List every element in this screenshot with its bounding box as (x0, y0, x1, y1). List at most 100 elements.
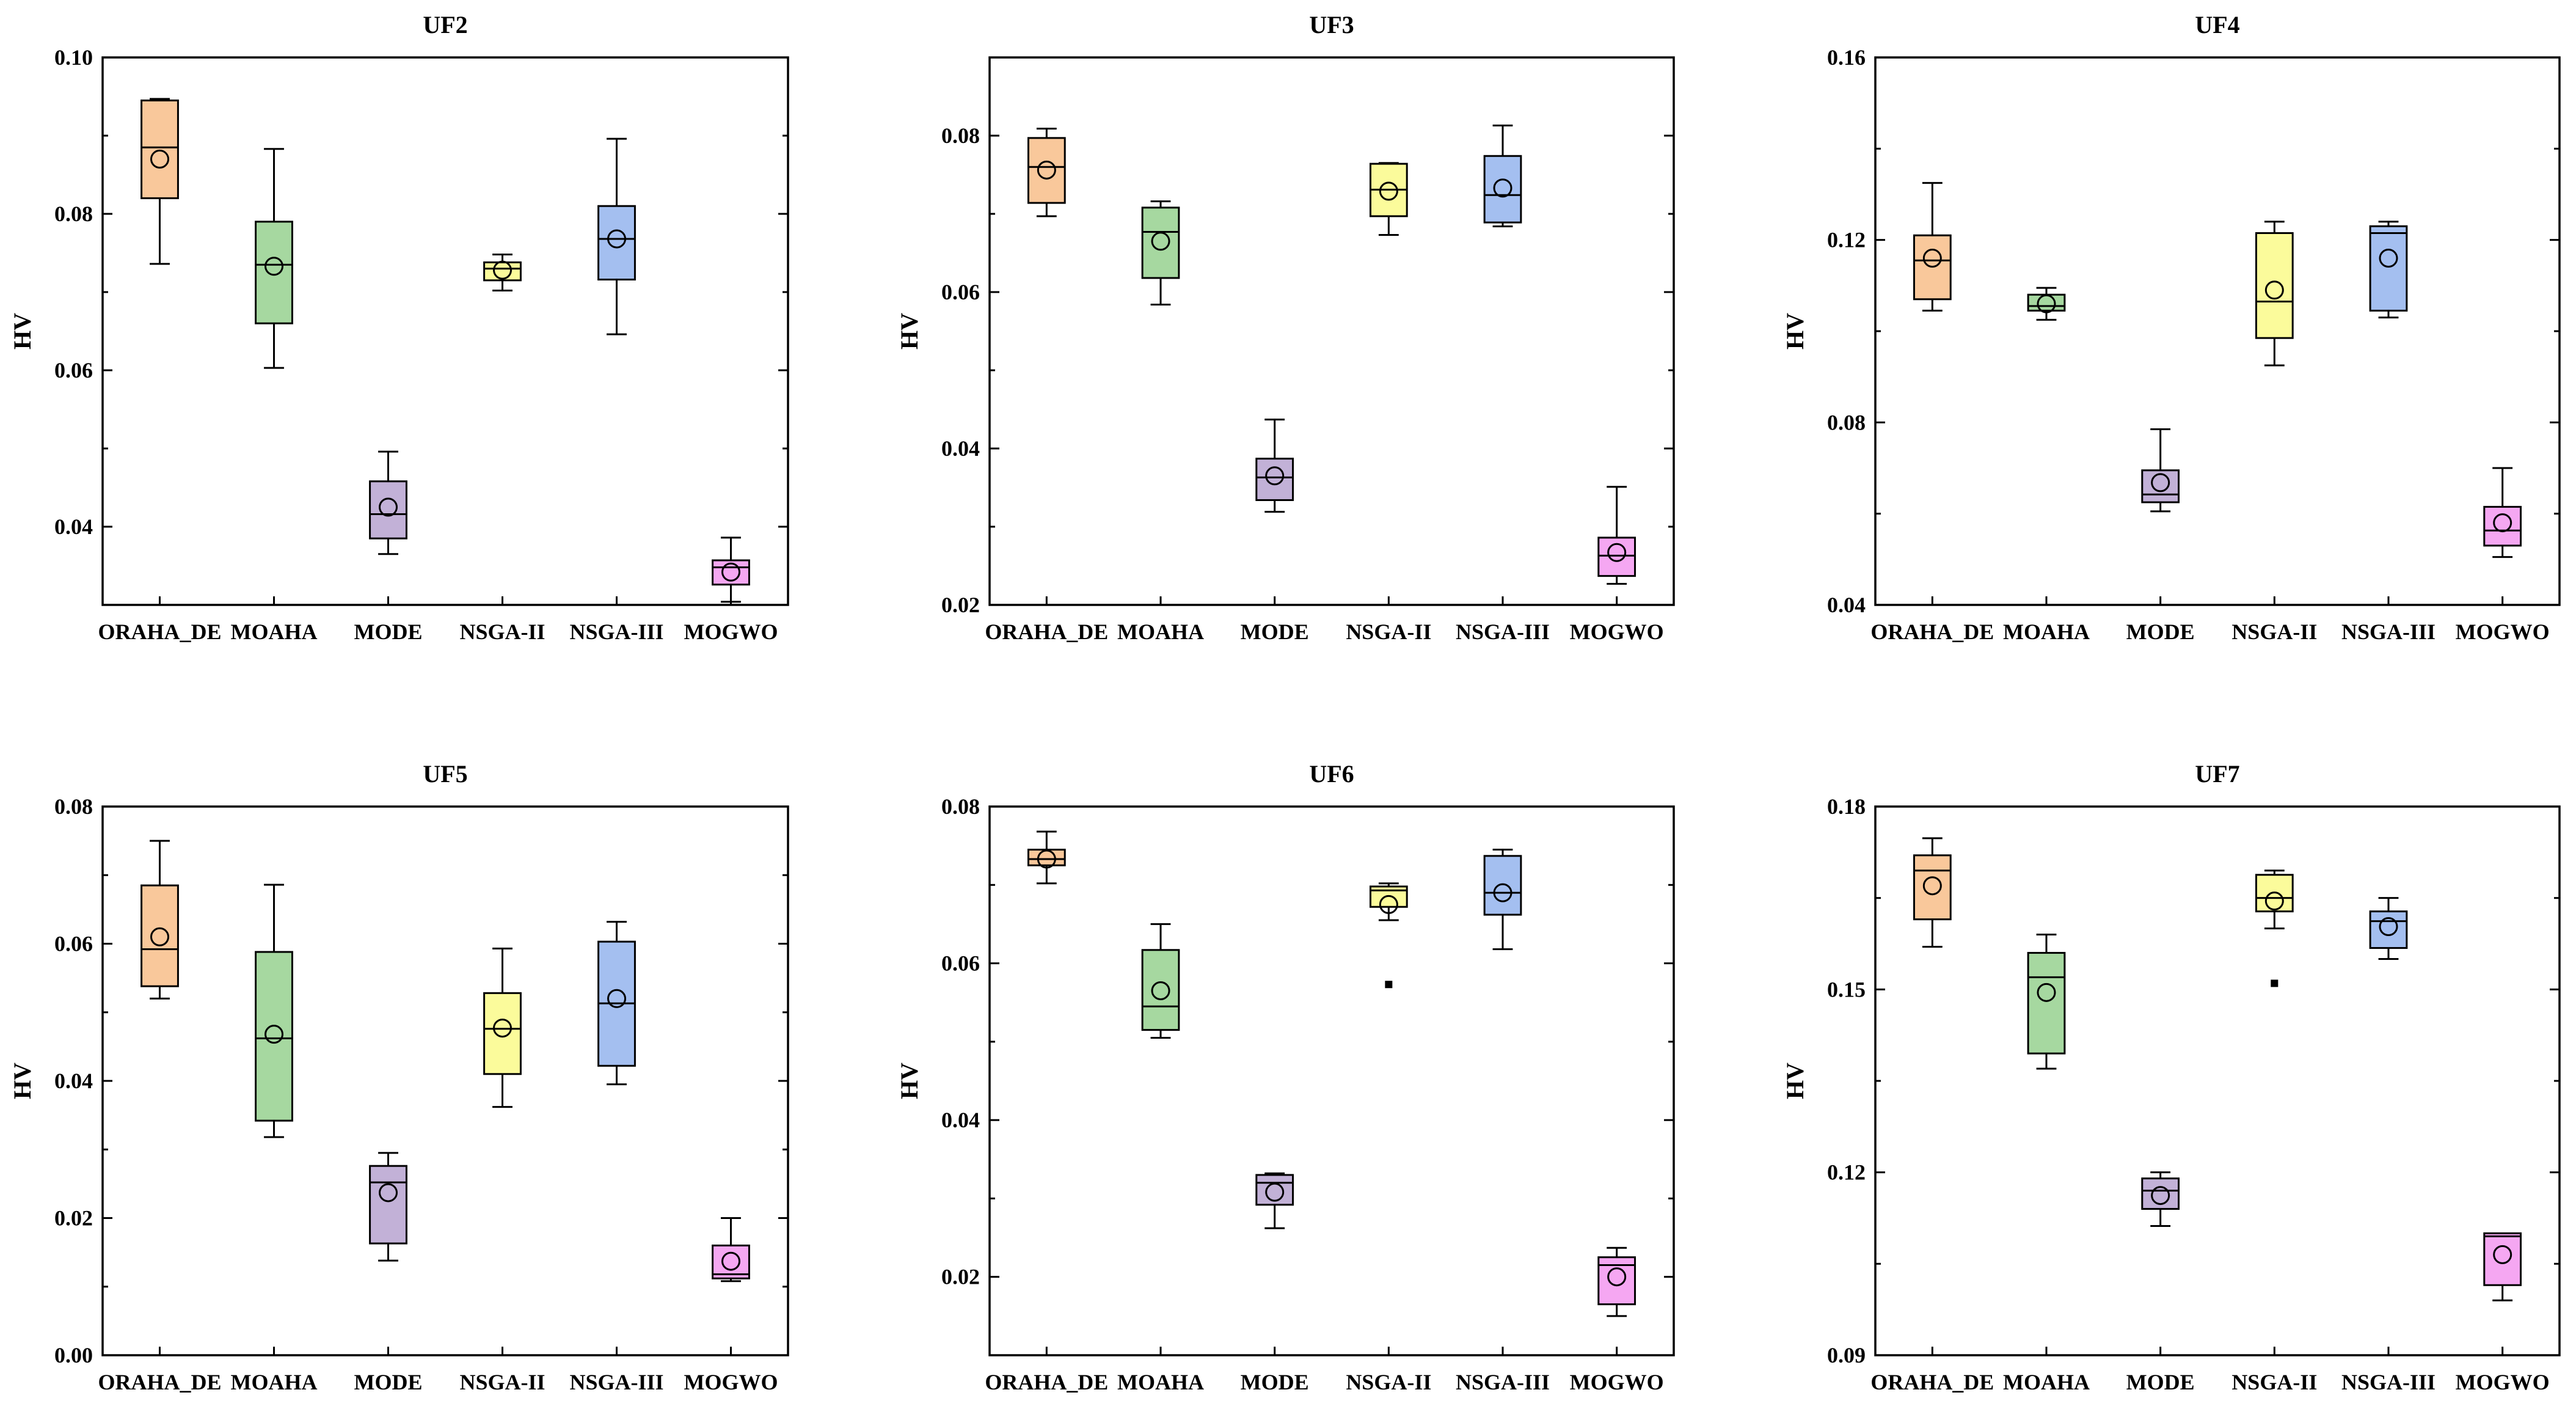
box-oraha_de (1913, 837, 1952, 948)
x-tick-label: MOGWO (1570, 620, 1664, 644)
iqr-box (1027, 137, 1066, 204)
mean-marker (265, 257, 283, 276)
iqr-box (597, 205, 636, 281)
mean-marker (2037, 983, 2056, 1002)
box-moaha (2027, 934, 2066, 1070)
box-nsga-ii (2255, 221, 2294, 367)
x-tick-label: MODE (1241, 1370, 1309, 1394)
iqr-box (1141, 949, 1180, 1031)
iqr-box (2255, 232, 2294, 339)
mean-marker (1151, 232, 1170, 251)
y-tick-label: 0.18 (1827, 794, 1866, 819)
box-mode (2141, 428, 2180, 513)
box-mode (1255, 1172, 1294, 1229)
iqr-box (140, 99, 179, 199)
iqr-box (2483, 1232, 2522, 1286)
y-tick-label: 0.02 (941, 593, 980, 617)
iqr-box (2141, 469, 2180, 503)
mean-marker (2493, 1245, 2512, 1264)
box-mode (2141, 1171, 2180, 1227)
y-tick-label: 0.06 (54, 932, 93, 956)
x-tick-label: MOAHA (2003, 1370, 2090, 1394)
y-tick-label: 0.10 (54, 45, 93, 70)
iqr-box (1027, 849, 1066, 866)
x-tick-label: NSGA-III (569, 620, 663, 644)
iqr-box (2027, 293, 2066, 312)
x-tick-label: NSGA-III (1456, 620, 1550, 644)
mean-marker (721, 562, 740, 582)
box-nsga-iii (2369, 221, 2408, 319)
mean-marker (2151, 1186, 2170, 1206)
x-tick-label: MOGWO (2456, 620, 2550, 644)
chart-panel-uf6: UF6 HV 0.02 0.04 0.06 0.08 ORAHA_DE MOAHA MODE NS… (896, 760, 1675, 1394)
chart-title: UF7 (2195, 760, 2239, 788)
x-tick-label: MOGWO (684, 620, 778, 644)
mean-marker (1265, 466, 1285, 486)
x-tick-label: ORAHA_DE (985, 620, 1108, 644)
x-tick-label: NSGA-III (2341, 1370, 2436, 1394)
box-moaha (1141, 923, 1180, 1039)
y-tick-label: 0.08 (54, 202, 93, 226)
iqr-box (1483, 155, 1522, 224)
mean-marker (493, 1019, 512, 1038)
mean-marker (2151, 473, 2170, 492)
chart-panel-uf7: UF7 HV 0.09 0.12 0.15 0.18 ORAHA_DE MOAHA MODE NS… (1781, 760, 2561, 1394)
chart-title: UF2 (423, 11, 467, 38)
y-tick-label: 0.06 (941, 280, 980, 304)
plot-frame (101, 56, 789, 606)
mean-marker (1607, 543, 1627, 562)
mean-marker (2379, 917, 2398, 937)
y-tick-label: 0.04 (941, 436, 980, 461)
x-tick-label: MODE (2126, 620, 2195, 644)
x-tick-label: NSGA-III (2341, 620, 2436, 644)
y-tick-label: 0.08 (941, 123, 980, 148)
x-tick-label: ORAHA_DE (98, 620, 221, 644)
box-mogwo (712, 1217, 750, 1283)
iqr-box (1913, 854, 1952, 921)
x-tick-label: MOGWO (2456, 1370, 2550, 1394)
mean-marker (1493, 883, 1512, 902)
y-tick-label: 0.06 (54, 358, 93, 382)
x-tick-label: NSGA-III (569, 1370, 663, 1394)
iqr-box (2369, 910, 2408, 949)
chart-title: UF4 (2195, 11, 2239, 38)
mean-marker (2037, 294, 2056, 313)
plot-frame (988, 56, 1675, 606)
mean-marker (1922, 876, 1942, 896)
y-tick-label: 0.08 (54, 794, 93, 819)
mean-marker (1379, 895, 1398, 914)
iqr-box (369, 1165, 407, 1245)
x-tick-label: MOGWO (684, 1370, 778, 1394)
box-mogwo (1597, 486, 1636, 585)
outlier-point (1385, 981, 1393, 989)
box-mogwo (712, 536, 750, 603)
y-tick-label: 0.06 (941, 951, 980, 976)
y-tick-label: 0.08 (941, 794, 980, 819)
x-tick-label: MODE (354, 1370, 423, 1394)
iqr-box (712, 1244, 750, 1279)
mean-marker (150, 149, 169, 169)
plot-frame (1874, 805, 2561, 1356)
iqr-box (2483, 505, 2522, 547)
mean-marker (150, 927, 169, 946)
chart-title: UF3 (1309, 11, 1354, 38)
chart-panel-uf2: UF2 HV 0.04 0.06 0.08 0.10 ORAHA_DE MOAHA MODE NS… (9, 11, 789, 644)
mean-marker (2264, 280, 2284, 300)
iqr-box (1141, 207, 1180, 279)
box-oraha_de (140, 840, 179, 1000)
box-nsga-iii (597, 921, 636, 1086)
x-tick-label: ORAHA_DE (985, 1370, 1108, 1394)
chart-panel-uf4: UF4 HV 0.04 0.08 0.12 0.16 ORAHA_DE MOAHA MODE NS… (1781, 11, 2561, 644)
x-tick-label: MODE (354, 620, 423, 644)
mean-marker (1493, 178, 1512, 198)
chart-title: UF6 (1309, 760, 1354, 788)
iqr-box (369, 480, 407, 540)
iqr-box (483, 992, 522, 1075)
chart-panel-uf3: UF3 HV 0.02 0.04 0.06 0.08 ORAHA_DE MOAHA MODE NS… (896, 11, 1675, 644)
mean-marker (379, 497, 398, 517)
mean-marker (1379, 181, 1398, 201)
box-oraha_de (1027, 127, 1066, 218)
box-oraha_de (1913, 181, 1952, 312)
x-tick-label: NSGA-II (2231, 1370, 2317, 1394)
